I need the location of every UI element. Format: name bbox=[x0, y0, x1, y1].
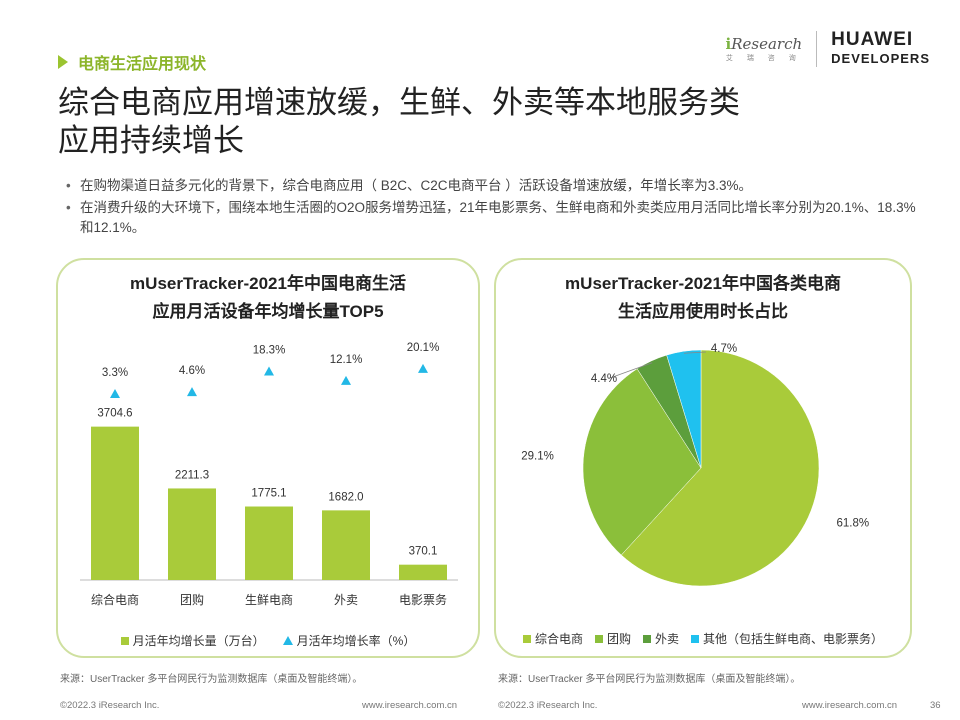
legend-swatch-icon bbox=[643, 634, 651, 643]
legend-label: 其他（包括生鲜电商、电影票务） bbox=[703, 632, 884, 646]
legend-swatch-icon bbox=[594, 634, 603, 643]
category-label: 电影票务 bbox=[399, 592, 447, 607]
category-label: 团购 bbox=[180, 592, 204, 607]
pie-slice-label: 61.8% bbox=[837, 517, 870, 529]
rate-value-label: 12.1% bbox=[330, 354, 363, 366]
footer-url-right[interactable]: www.iresearch.com.cn bbox=[802, 700, 898, 711]
legend-item-slice: 外卖 bbox=[643, 630, 679, 647]
legend-swatch-icon bbox=[691, 634, 700, 643]
pie-slice-label: 4.4% bbox=[591, 373, 617, 385]
rate-value-label: 20.1% bbox=[407, 342, 440, 354]
logo-group: iResearch 艾 瑞 咨 询 HUAWEI DEVELOPERS bbox=[726, 30, 930, 68]
bullet-list: 在购物渠道日益多元化的背景下，综合电商应用（ B2C、C2C电商平台 ）活跃设备… bbox=[66, 176, 926, 240]
pie-chart-panel: mUserTracker-2021年中国各类电商 生活应用使用时长占比 61.8… bbox=[494, 258, 912, 658]
legend-swatch-icon bbox=[120, 636, 129, 645]
pie-chart: 61.8% 29.1% 4.4% 4.7% bbox=[521, 343, 870, 587]
source-note-right: 来源：UserTracker 多平台网民行为监测数据库（桌面及智能终端）。 bbox=[498, 674, 801, 685]
legend-triangle-icon bbox=[282, 636, 293, 645]
legend-label: 团购 bbox=[606, 632, 631, 646]
bar-value-label: 370.1 bbox=[409, 546, 438, 558]
category-label: 外卖 bbox=[334, 593, 358, 607]
pie-slice bbox=[620, 349, 820, 587]
bar bbox=[245, 506, 293, 580]
bar-value-label: 3704.6 bbox=[97, 408, 132, 420]
iresearch-logo-i: i bbox=[725, 35, 732, 53]
legend-item-slice: 其他（包括生鲜电商、电影票务） bbox=[691, 630, 883, 647]
bar-value-label: 1682.0 bbox=[328, 491, 363, 503]
legend-label: 外卖 bbox=[655, 632, 680, 646]
logo-divider bbox=[816, 31, 818, 67]
bar-value-label: 1775.1 bbox=[251, 488, 286, 500]
rate-value-label: 3.3% bbox=[102, 367, 128, 379]
pie-slice bbox=[666, 349, 702, 469]
page-title-line1: 综合电商应用增速放缓，生鲜、外卖等本地服务类 bbox=[58, 85, 740, 120]
legend-label: 月活年均增长率（%） bbox=[296, 634, 416, 648]
bar-chart: 3704.6 综合电商 3.3% 2211.3 团购 4.6% 1775.1 生鲜电商 18.3… bbox=[80, 342, 458, 607]
iresearch-logo-name: Research bbox=[731, 35, 803, 53]
pie-slice-label: 29.1% bbox=[521, 450, 554, 462]
bullet-item: 在购物渠道日益多元化的背景下，综合电商应用（ B2C、C2C电商平台 ）活跃设备… bbox=[66, 176, 926, 196]
page-title-line2: 应用持续增长 bbox=[58, 123, 244, 158]
page-title: 综合电商应用增速放缓，生鲜、外卖等本地服务类 应用持续增长 bbox=[58, 84, 740, 160]
source-note-left: 来源：UserTracker 多平台网民行为监测数据库（桌面及智能终端）。 bbox=[60, 674, 363, 685]
iresearch-logo: iResearch 艾 瑞 咨 询 bbox=[726, 35, 803, 63]
rate-marker bbox=[264, 366, 274, 376]
pie-leader-line bbox=[609, 362, 653, 379]
legend-swatch-icon bbox=[522, 634, 531, 643]
rate-value-label: 4.6% bbox=[179, 365, 205, 377]
rate-marker bbox=[341, 375, 351, 385]
pie-chart-title-line2: 生活应用使用时长占比 bbox=[618, 302, 788, 321]
category-label: 综合电商 bbox=[91, 592, 139, 607]
rate-marker bbox=[110, 389, 120, 399]
pie-chart-title: mUserTracker-2021年中国各类电商 生活应用使用时长占比 bbox=[496, 270, 910, 326]
footer-copyright-left: ©2022.3 iResearch Inc. bbox=[60, 700, 160, 711]
play-triangle-icon bbox=[58, 55, 68, 69]
pie-slice-label: 4.7% bbox=[711, 343, 737, 355]
bar bbox=[168, 488, 216, 580]
bar-value-label: 2211.3 bbox=[175, 469, 209, 481]
bar-chart-title-line1: mUserTracker-2021年中国电商生活 bbox=[130, 274, 406, 293]
category-label: 生鲜电商 bbox=[245, 592, 293, 607]
page-number: 36 bbox=[930, 700, 941, 711]
rate-value-label: 18.3% bbox=[253, 345, 286, 357]
legend-label: 月活年均增长量（万台） bbox=[132, 634, 265, 648]
section-tag: 电商生活应用现状 bbox=[58, 50, 206, 74]
legend-item-growth-rate: 月活年均增长率（%） bbox=[282, 632, 416, 649]
huawei-logo-line1: HUAWEI bbox=[831, 29, 914, 50]
pie-slice bbox=[582, 368, 702, 556]
huawei-developers-logo: HUAWEI DEVELOPERS bbox=[831, 30, 930, 68]
bar-chart-title-line2: 应用月活设备年均增长量TOP5 bbox=[152, 302, 384, 321]
footer-url-left[interactable]: www.iresearch.com.cn bbox=[362, 700, 458, 711]
pie-leader-line bbox=[683, 351, 707, 354]
huawei-logo-line2: DEVELOPERS bbox=[831, 51, 930, 66]
iresearch-logo-sub: 艾 瑞 咨 询 bbox=[725, 55, 802, 62]
rate-marker bbox=[187, 387, 197, 397]
bar bbox=[91, 426, 139, 580]
bar-chart-panel: mUserTracker-2021年中国电商生活 应用月活设备年均增长量TOP5… bbox=[56, 258, 480, 658]
bar bbox=[399, 564, 447, 580]
legend-item-growth-volume: 月活年均增长量（万台） bbox=[120, 632, 265, 649]
legend-item-slice: 团购 bbox=[594, 630, 631, 647]
legend-item-slice: 综合电商 bbox=[522, 630, 583, 647]
bullet-item: 在消费升级的大环境下，围绕本地生活圈的O2O服务增势迅猛，21年电影票务、生鲜电… bbox=[66, 198, 926, 238]
pie-chart-title-line1: mUserTracker-2021年中国各类电商 bbox=[565, 274, 841, 293]
legend-label: 综合电商 bbox=[534, 632, 583, 646]
bar-chart-legend: 月活年均增长量（万台） 月活年均增长率（%） bbox=[58, 632, 478, 649]
section-tag-label: 电商生活应用现状 bbox=[78, 56, 207, 73]
footer-copyright-right: ©2022.3 iResearch Inc. bbox=[498, 700, 598, 711]
pie-chart-legend: 综合电商 团购 外卖 其他（包括生鲜电商、电影票务） bbox=[496, 630, 910, 647]
rate-marker bbox=[418, 363, 428, 373]
bar-chart-title: mUserTracker-2021年中国电商生活 应用月活设备年均增长量TOP5 bbox=[58, 270, 478, 326]
bar bbox=[322, 510, 370, 580]
